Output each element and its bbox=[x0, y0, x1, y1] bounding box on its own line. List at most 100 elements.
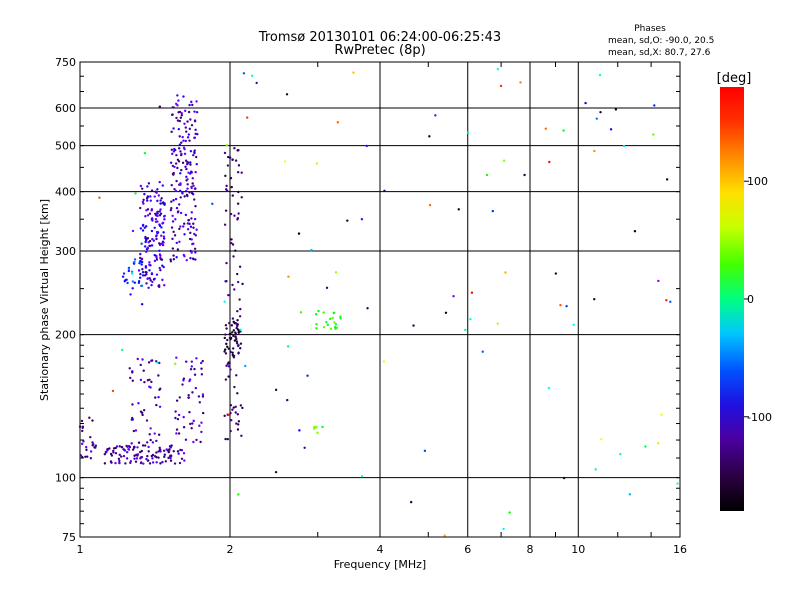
data-point bbox=[227, 365, 231, 368]
data-point bbox=[166, 449, 170, 452]
data-point bbox=[287, 275, 290, 278]
data-point bbox=[178, 119, 181, 123]
data-point bbox=[176, 94, 179, 97]
data-point bbox=[158, 224, 162, 228]
data-point bbox=[189, 225, 193, 228]
data-points bbox=[78, 67, 679, 537]
data-point bbox=[238, 265, 242, 268]
data-point bbox=[283, 160, 287, 163]
data-point bbox=[178, 396, 181, 399]
data-point bbox=[120, 455, 123, 458]
y-tick-label: 300 bbox=[55, 245, 76, 258]
data-point bbox=[325, 321, 328, 324]
data-point bbox=[226, 362, 229, 366]
data-point bbox=[134, 429, 138, 432]
data-point bbox=[598, 73, 602, 77]
data-point bbox=[554, 272, 558, 275]
data-point bbox=[146, 199, 149, 202]
data-point bbox=[148, 378, 151, 382]
data-point bbox=[190, 217, 193, 220]
data-point bbox=[148, 239, 152, 243]
data-point bbox=[169, 258, 172, 261]
data-point bbox=[89, 435, 92, 439]
data-point bbox=[186, 227, 190, 231]
data-point bbox=[144, 215, 147, 218]
data-point bbox=[151, 457, 154, 460]
data-point bbox=[657, 441, 660, 445]
data-point bbox=[198, 401, 202, 404]
data-point bbox=[169, 454, 172, 457]
data-point bbox=[193, 247, 197, 251]
data-point bbox=[139, 206, 142, 210]
data-point bbox=[179, 183, 182, 187]
data-point bbox=[91, 444, 94, 447]
data-point bbox=[176, 417, 180, 421]
data-point bbox=[193, 367, 196, 371]
data-point bbox=[123, 449, 127, 452]
data-point bbox=[190, 170, 193, 173]
data-point bbox=[336, 121, 340, 124]
data-point bbox=[193, 198, 196, 201]
data-point bbox=[193, 373, 197, 376]
data-point bbox=[176, 450, 180, 453]
data-point bbox=[158, 242, 161, 245]
data-point bbox=[131, 379, 134, 382]
data-point bbox=[190, 251, 193, 254]
data-point bbox=[185, 130, 188, 133]
data-point bbox=[239, 342, 243, 345]
data-point bbox=[228, 321, 231, 325]
data-point bbox=[193, 119, 197, 122]
data-point bbox=[141, 413, 144, 417]
data-point bbox=[131, 371, 134, 374]
data-point bbox=[201, 395, 205, 398]
data-point bbox=[188, 139, 191, 142]
data-point bbox=[193, 110, 196, 113]
data-point bbox=[195, 100, 198, 103]
data-point bbox=[236, 149, 239, 152]
data-point bbox=[298, 429, 301, 432]
data-point bbox=[121, 275, 125, 278]
data-point bbox=[158, 253, 162, 256]
data-point bbox=[226, 345, 229, 348]
data-point bbox=[189, 118, 192, 121]
data-point bbox=[194, 170, 197, 174]
data-point bbox=[157, 395, 160, 399]
x-tick-label: 8 bbox=[527, 543, 534, 556]
data-point bbox=[148, 277, 151, 280]
data-point bbox=[148, 385, 151, 388]
data-point bbox=[175, 153, 178, 157]
data-point bbox=[229, 336, 233, 340]
data-point bbox=[137, 269, 141, 272]
data-point bbox=[141, 444, 145, 447]
data-point bbox=[158, 105, 162, 108]
data-point bbox=[315, 425, 318, 429]
data-point bbox=[622, 144, 626, 148]
data-point bbox=[181, 161, 185, 165]
data-point bbox=[176, 166, 179, 170]
data-point bbox=[153, 226, 156, 229]
data-point bbox=[232, 329, 235, 332]
data-point bbox=[332, 311, 335, 315]
data-point bbox=[593, 149, 596, 153]
data-point bbox=[229, 212, 233, 216]
data-point bbox=[180, 141, 183, 144]
data-point bbox=[229, 332, 232, 336]
data-point bbox=[469, 317, 472, 321]
data-point bbox=[233, 288, 236, 291]
data-point bbox=[230, 241, 233, 245]
data-point bbox=[315, 162, 319, 165]
data-point bbox=[644, 445, 647, 448]
data-point bbox=[161, 264, 164, 267]
data-point bbox=[595, 117, 598, 120]
data-point bbox=[98, 196, 101, 199]
data-point bbox=[125, 278, 128, 281]
data-point bbox=[175, 179, 178, 183]
colorbar-ticks: 100 0 -100 bbox=[744, 175, 772, 424]
data-point bbox=[229, 429, 232, 433]
data-point bbox=[162, 235, 166, 238]
data-point bbox=[191, 177, 194, 180]
data-point bbox=[126, 445, 130, 448]
data-point bbox=[178, 135, 181, 138]
data-point bbox=[148, 269, 151, 272]
data-point bbox=[139, 456, 143, 459]
